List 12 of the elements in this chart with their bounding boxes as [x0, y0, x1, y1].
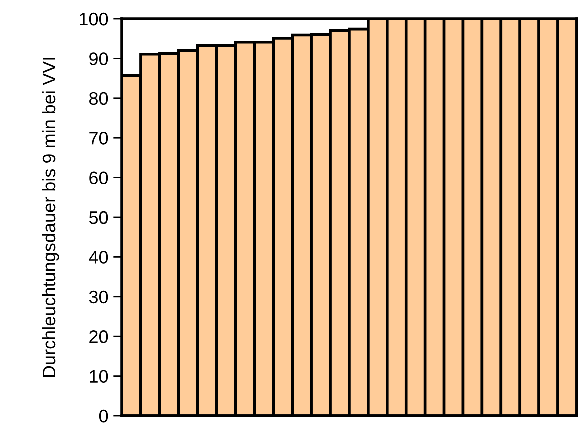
y-tick-label: 80	[90, 92, 108, 106]
y-tick-label: 30	[89, 290, 108, 304]
y-axis-title: Durchleuchtungsdauer bis 9 min bei VVI	[42, 58, 60, 378]
y-tick-label: 40	[89, 251, 108, 264]
y-tick-label: 90	[90, 52, 108, 66]
y-tick-label: 0	[99, 410, 108, 423]
y-tick-label: 10	[90, 370, 108, 384]
y-tick-label: 20	[90, 330, 108, 344]
y-tick-label: 60	[90, 172, 108, 185]
y-tick-label: 50	[89, 211, 108, 224]
y-tick-label: 70	[90, 132, 108, 145]
y-tick-label: 100	[80, 12, 108, 26]
